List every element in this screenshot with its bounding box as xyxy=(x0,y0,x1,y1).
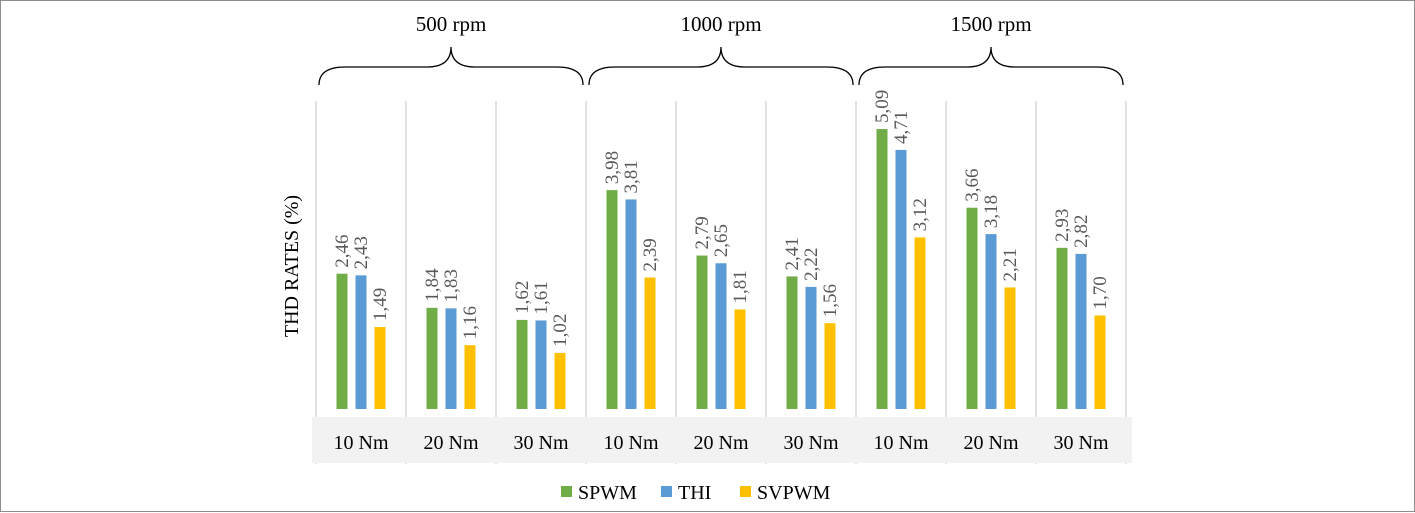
group-brace xyxy=(588,46,854,86)
bar-svpwm xyxy=(734,309,746,409)
bar-thi xyxy=(895,149,907,409)
bar-spwm xyxy=(966,207,978,409)
data-label-svpwm: 3,12 xyxy=(910,198,931,231)
data-label-thi: 3,18 xyxy=(981,195,1002,228)
bar-thi xyxy=(355,275,367,409)
bar-spwm xyxy=(336,273,348,409)
bar-spwm xyxy=(1056,247,1068,409)
data-label-spwm: 2,79 xyxy=(692,216,713,249)
legend: SPWM THI SVPWM xyxy=(561,482,831,504)
bar-spwm xyxy=(696,255,708,409)
bar-thi xyxy=(805,286,817,409)
data-label-spwm: 3,66 xyxy=(962,168,983,201)
group-brace xyxy=(858,46,1124,86)
data-label-thi: 1,83 xyxy=(441,269,462,302)
data-label-spwm: 5,09 xyxy=(872,90,893,123)
bar-spwm xyxy=(426,307,438,409)
bar-thi xyxy=(445,308,457,409)
group-brace xyxy=(318,46,584,86)
group-braces: 500 rpm 1000 rpm 1500 rpm xyxy=(318,12,1124,86)
bar-thi xyxy=(1075,253,1087,409)
bar-svpwm xyxy=(1094,315,1106,409)
data-label-thi: 3,81 xyxy=(621,160,642,193)
data-label-spwm: 1,62 xyxy=(512,281,533,314)
data-label-svpwm: 1,56 xyxy=(820,284,841,317)
data-label-svpwm: 1,81 xyxy=(730,270,751,303)
category-axis-band xyxy=(312,417,1132,463)
data-label-spwm: 2,93 xyxy=(1052,209,1073,242)
bars xyxy=(336,129,1106,410)
data-label-svpwm: 1,49 xyxy=(370,288,391,321)
legend-label-thi: THI xyxy=(678,482,711,504)
category-tick-label: 20 Nm xyxy=(424,432,479,454)
group-label: 1500 rpm xyxy=(950,12,1031,36)
data-label-svpwm: 2,21 xyxy=(1000,248,1021,281)
data-label-svpwm: 1,02 xyxy=(550,314,571,347)
bar-thi xyxy=(625,199,637,409)
data-label-thi: 1,61 xyxy=(531,281,552,314)
group-label: 1000 rpm xyxy=(680,12,761,36)
data-label-svpwm: 1,70 xyxy=(1090,276,1111,309)
bar-thi xyxy=(535,320,547,409)
bar-thi xyxy=(985,234,997,409)
data-label-spwm: 3,98 xyxy=(602,151,623,184)
data-label-thi: 2,82 xyxy=(1071,215,1092,248)
group-label: 500 rpm xyxy=(416,12,487,36)
bar-spwm xyxy=(516,319,528,409)
y-axis-label: THD RATES (%) xyxy=(281,195,303,337)
category-separators xyxy=(315,101,1127,464)
category-tick-label: 20 Nm xyxy=(964,432,1019,454)
legend-label-spwm: SPWM xyxy=(578,482,637,504)
data-label-svpwm: 2,39 xyxy=(640,238,661,271)
bar-spwm xyxy=(876,129,888,410)
bar-svpwm xyxy=(554,352,566,409)
category-tick-label: 20 Nm xyxy=(694,432,749,454)
bar-spwm xyxy=(606,190,618,409)
value-labels: 2,46 1,84 1,62 3,98 2,79 2,41 5,09 3,66 2,93 2,43… xyxy=(332,90,1111,347)
category-tick-label: 30 Nm xyxy=(1054,432,1109,454)
bar-svpwm xyxy=(1004,287,1016,409)
category-axis: 10 Nm 20 Nm 30 Nm 10 Nm 20 Nm 30 Nm 10 Nm 20 Nm… xyxy=(312,417,1132,463)
legend-swatch-thi xyxy=(661,486,672,497)
data-label-spwm: 1,84 xyxy=(422,268,443,302)
data-label-spwm: 2,41 xyxy=(782,237,803,270)
legend-swatch-spwm xyxy=(561,486,572,497)
legend-label-svpwm: SVPWM xyxy=(757,482,831,504)
data-label-spwm: 2,46 xyxy=(332,234,353,267)
data-label-thi: 4,71 xyxy=(891,111,912,144)
legend-swatch-svpwm xyxy=(740,486,751,497)
category-tick-label: 10 Nm xyxy=(874,432,929,454)
bar-svpwm xyxy=(914,237,926,409)
bar-svpwm xyxy=(464,345,476,409)
data-label-thi: 2,22 xyxy=(801,248,822,281)
bar-svpwm xyxy=(374,327,386,409)
category-tick-label: 30 Nm xyxy=(514,432,569,454)
data-label-thi: 2,43 xyxy=(351,236,372,269)
data-label-svpwm: 1,16 xyxy=(460,306,481,339)
category-tick-label: 30 Nm xyxy=(784,432,839,454)
bar-spwm xyxy=(786,276,798,409)
category-tick-label: 10 Nm xyxy=(604,432,659,454)
bar-svpwm xyxy=(824,323,836,409)
category-tick-label: 10 Nm xyxy=(334,432,389,454)
bar-svpwm xyxy=(644,277,656,409)
data-label-thi: 2,65 xyxy=(711,224,732,257)
bar-thi xyxy=(715,263,727,409)
